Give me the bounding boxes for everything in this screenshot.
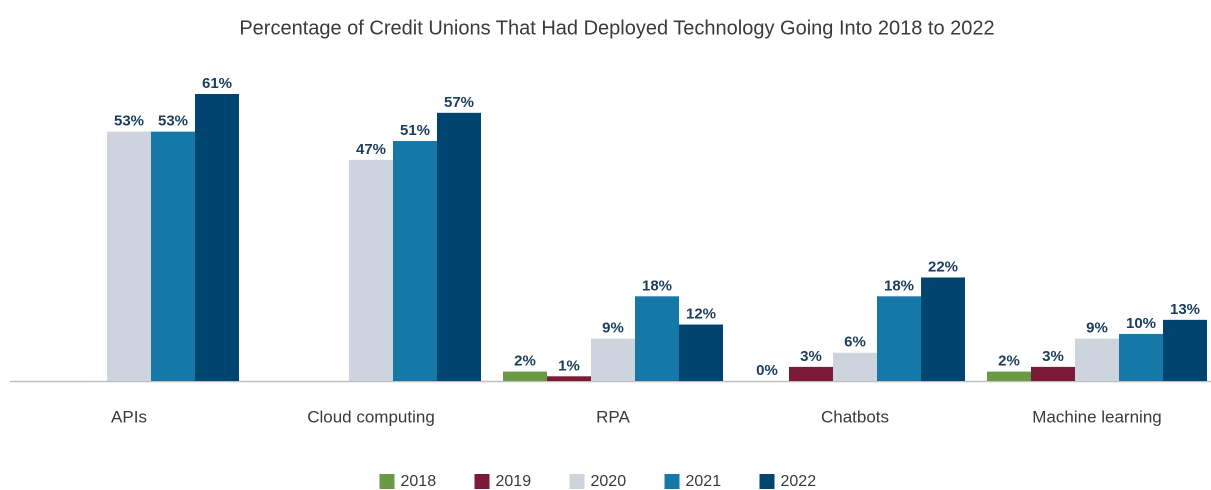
value-label: 53% [158, 113, 188, 130]
x-tick-label: Machine learning [1032, 407, 1161, 426]
bar [789, 366, 833, 381]
value-label: 3% [1042, 348, 1064, 365]
value-label: 2% [514, 353, 536, 370]
bar [877, 296, 921, 381]
value-label: 51% [400, 122, 430, 139]
legend-swatch [474, 474, 490, 489]
value-label: 3% [800, 348, 822, 365]
x-tick-label: Cloud computing [307, 407, 435, 426]
bar [349, 159, 393, 381]
bar [195, 94, 239, 381]
value-label: 18% [642, 277, 672, 294]
value-label: 53% [114, 113, 144, 130]
bar [987, 371, 1031, 381]
bar [679, 324, 723, 381]
value-label: 13% [1170, 301, 1200, 318]
bar [635, 296, 679, 381]
value-label: 9% [602, 320, 624, 337]
chart-title: Percentage of Credit Unions That Had Dep… [239, 17, 994, 39]
legend-swatch [379, 474, 395, 489]
legend-label: 2018 [401, 473, 437, 490]
legend-label: 2021 [686, 473, 722, 490]
legend-swatch [759, 474, 775, 489]
bar [503, 371, 547, 381]
value-label: 12% [686, 306, 716, 323]
bar [547, 376, 591, 381]
value-label: 18% [884, 277, 914, 294]
bar [393, 141, 437, 381]
value-label: 22% [928, 258, 958, 275]
bar [833, 352, 877, 381]
legend-label: 2022 [781, 473, 817, 490]
bar [437, 112, 481, 381]
x-tick-label: Chatbots [821, 407, 889, 426]
bar [107, 131, 151, 381]
value-label: 0% [756, 362, 778, 379]
value-label: 9% [1086, 320, 1108, 337]
value-label: 6% [844, 334, 866, 351]
legend-label: 2020 [591, 473, 627, 490]
value-label: 57% [444, 94, 474, 111]
legend-swatch [664, 474, 680, 489]
bar [591, 338, 635, 381]
value-label: 1% [558, 357, 580, 374]
bar [1119, 333, 1163, 381]
value-label: 2% [998, 353, 1020, 370]
bar [1075, 338, 1119, 381]
value-label: 61% [202, 75, 232, 92]
value-label: 47% [356, 141, 386, 158]
x-tick-label: RPA [596, 407, 630, 426]
legend-label: 2019 [496, 473, 532, 490]
value-label: 10% [1126, 315, 1156, 332]
x-tick-label: APIs [111, 407, 147, 426]
bar [1163, 319, 1207, 381]
bar [151, 131, 195, 381]
legend-swatch [569, 474, 585, 489]
bar [921, 277, 965, 381]
bar [1031, 366, 1075, 381]
